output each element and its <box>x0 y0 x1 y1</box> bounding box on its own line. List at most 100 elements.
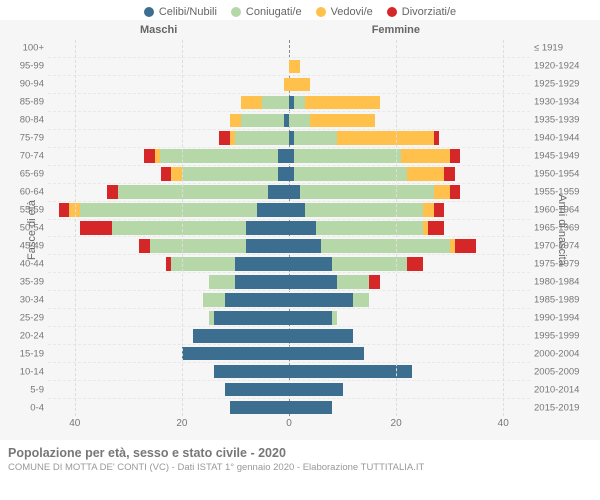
bar-segment <box>241 96 262 110</box>
footer: Popolazione per età, sesso e stato civil… <box>0 440 600 473</box>
female-bar <box>289 365 600 379</box>
female-bar <box>289 293 600 307</box>
bar-segment <box>225 383 289 397</box>
bar-segment <box>160 149 278 163</box>
female-bar <box>289 203 600 217</box>
female-bar <box>289 114 600 128</box>
x-tick-label: 20 <box>391 418 402 429</box>
bar-segment <box>321 239 450 253</box>
bar-segment <box>310 114 374 128</box>
female-bar <box>289 221 600 235</box>
female-bar <box>289 257 600 271</box>
legend-item: Vedovi/e <box>316 6 373 18</box>
male-bar <box>0 401 289 415</box>
bar-segment <box>225 293 289 307</box>
bar-segment <box>246 239 289 253</box>
male-bar <box>0 257 289 271</box>
bar-segment <box>241 114 284 128</box>
bar-segment <box>423 203 434 217</box>
female-bar <box>289 96 600 110</box>
bar-segment <box>289 239 321 253</box>
bar-segment <box>257 203 289 217</box>
age-row: 50-541965-1969 <box>48 219 530 237</box>
age-row: 45-491970-1974 <box>48 236 530 254</box>
bar-segment <box>262 96 289 110</box>
bar-segment <box>289 203 305 217</box>
footer-title: Popolazione per età, sesso e stato civil… <box>8 446 592 460</box>
age-row: 20-241995-1999 <box>48 326 530 344</box>
bar-segment <box>450 149 461 163</box>
bar-segment <box>235 131 289 145</box>
x-axis: 402002040 <box>48 418 530 436</box>
age-row: 40-441975-1979 <box>48 254 530 272</box>
legend-item: Divorziati/e <box>387 6 456 18</box>
bar-segment <box>289 347 364 361</box>
age-row: 30-341985-1989 <box>48 290 530 308</box>
bar-segment <box>289 311 332 325</box>
bar-segment <box>171 257 235 271</box>
male-bar <box>0 365 289 379</box>
bar-segment <box>369 275 380 289</box>
male-bar <box>0 329 289 343</box>
age-row: 5-92010-2014 <box>48 380 530 398</box>
x-tick-label: 40 <box>498 418 509 429</box>
male-heading: Maschi <box>140 24 177 36</box>
male-bar <box>0 167 289 181</box>
female-bar <box>289 383 600 397</box>
female-bar <box>289 149 600 163</box>
bar-segment <box>80 203 257 217</box>
age-row: 70-741945-1949 <box>48 147 530 165</box>
legend-swatch <box>316 7 326 17</box>
bar-segment <box>107 185 118 199</box>
x-tick-label: 40 <box>69 418 80 429</box>
gridline <box>396 40 397 416</box>
bar-segment <box>289 329 353 343</box>
bar-segment <box>278 149 289 163</box>
male-bar <box>0 96 289 110</box>
female-bar <box>289 311 600 325</box>
bar-segment <box>209 275 236 289</box>
footer-subtitle: COMUNE DI MOTTA DE' CONTI (VC) - Dati IS… <box>8 462 592 473</box>
bar-segment <box>139 239 150 253</box>
age-row: 35-391980-1984 <box>48 272 530 290</box>
female-bar <box>289 131 600 145</box>
bar-segment <box>214 311 289 325</box>
bar-segment <box>294 149 401 163</box>
age-row: 85-891930-1934 <box>48 93 530 111</box>
rows-container: 100+≤ 191995-991920-192490-941925-192985… <box>48 40 530 416</box>
legend-label: Coniugati/e <box>246 6 302 18</box>
male-bar <box>0 131 289 145</box>
age-row: 95-991920-1924 <box>48 57 530 75</box>
gridline <box>503 40 504 416</box>
bar-segment <box>171 167 182 181</box>
bar-segment <box>444 167 455 181</box>
bar-segment <box>300 185 434 199</box>
bar-segment <box>144 149 155 163</box>
bar-segment <box>112 221 246 235</box>
bar-segment <box>59 203 70 217</box>
female-bar <box>289 347 600 361</box>
chart-area: Maschi Femmine Fasce di età Anni di nasc… <box>0 20 600 440</box>
bar-segment <box>289 185 300 199</box>
female-bar <box>289 239 600 253</box>
male-bar <box>0 114 289 128</box>
bar-segment <box>305 96 380 110</box>
female-bar <box>289 275 600 289</box>
bar-segment <box>268 185 289 199</box>
bar-segment <box>80 221 112 235</box>
male-bar <box>0 78 289 92</box>
bar-segment <box>289 275 337 289</box>
male-bar <box>0 383 289 397</box>
bar-segment <box>407 167 444 181</box>
bar-segment <box>219 131 230 145</box>
bar-segment <box>294 167 406 181</box>
male-bar <box>0 347 289 361</box>
female-bar <box>289 78 600 92</box>
bar-segment <box>428 221 444 235</box>
legend-swatch <box>231 7 241 17</box>
bar-segment <box>203 293 224 307</box>
bar-segment <box>182 167 278 181</box>
bar-segment <box>294 96 305 110</box>
legend-item: Coniugati/e <box>231 6 302 18</box>
bar-segment <box>401 149 449 163</box>
